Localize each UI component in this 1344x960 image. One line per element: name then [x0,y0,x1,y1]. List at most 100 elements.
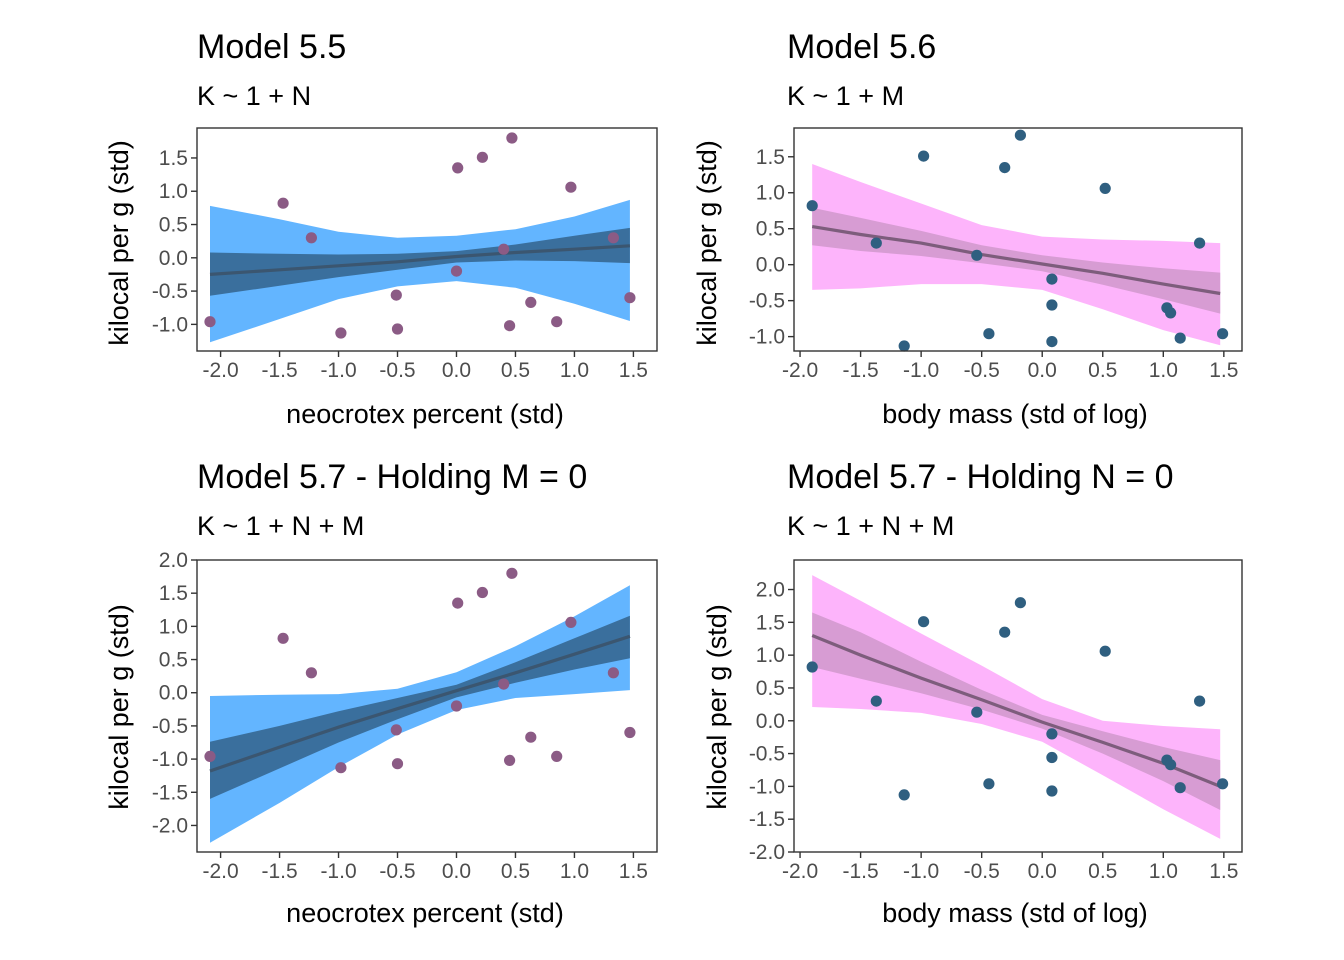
x-tick-label: 1.0 [560,860,589,883]
y-tick-label: 1.5 [159,582,188,605]
x-tick-label: 0.0 [1028,359,1057,382]
x-tick-label: 1.0 [1149,359,1178,382]
panel-3-subtitle: K ~ 1 + N + M [197,511,364,541]
x-tick-label: -0.5 [964,860,1000,883]
panel-3-plot-area: -2.0 -1.5 -1.0 -0.5 0.0 0.5 1.0 1.5 -2.0 -1.5 -1.0… [152,549,658,883]
x-tick-label: 0.0 [1028,860,1057,883]
data-point [390,724,402,736]
data-point [305,667,317,679]
panel-2-subtitle: K ~ 1 + M [787,81,904,111]
data-point [1194,237,1206,249]
data-point [1046,785,1058,797]
data-point [498,678,510,690]
x-tick-label: -0.5 [379,860,415,883]
y-tick-label: 0.5 [159,214,188,237]
data-point [1046,336,1058,348]
x-tick-label: 1.5 [1209,359,1238,382]
y-tick-label: 0.5 [756,218,785,241]
data-point [504,754,516,767]
data-point [1046,728,1058,740]
x-tick-label: 1.0 [1149,860,1178,883]
data-point [525,296,537,308]
data-point [525,731,537,743]
panel-3: Model 5.7 - Holding M = 0 K ~ 1 + N + M … [104,458,658,928]
x-tick-label: 1.0 [560,359,589,382]
y-tick-label: -1.0 [152,748,188,771]
y-tick-label: 1.0 [159,180,188,203]
data-point [452,162,464,174]
x-tick-label: -1.0 [320,359,356,382]
data-point [918,616,930,628]
panel-3-x-axis-label: neocrotex percent (std) [286,898,564,928]
data-point [870,695,882,707]
data-point [1099,182,1111,194]
data-point [504,320,516,332]
panel-4-subtitle: K ~ 1 + N + M [787,511,954,541]
x-tick-label: 0.5 [1088,359,1117,382]
data-point [1165,307,1177,319]
mean-fit-line [811,634,1221,788]
mean-fit-line [209,244,630,276]
data-point [898,340,910,352]
panel-1: Model 5.5 K ~ 1 + N -2.0 -1.5 -1.0 -0.5 0.0 0… [104,28,658,429]
panel-2-title: Model 5.6 [787,28,936,66]
data-point [1217,778,1229,790]
data-point [1046,751,1058,764]
data-point [565,616,577,629]
data-point [624,292,636,304]
data-point [806,661,818,673]
y-tick-label: 1.0 [756,182,785,205]
panel-2-x-axis-label: body mass (std of log) [882,399,1148,429]
data-point [971,706,983,718]
y-tick-label: 0.0 [159,247,188,270]
y-tick-label: -0.5 [152,280,188,303]
panel-border [196,127,658,352]
x-tick-label: -1.5 [843,359,879,382]
data-point [898,789,910,801]
data-point [1014,597,1026,609]
data-point [1099,645,1111,657]
data-point [971,249,983,261]
data-point [277,632,289,644]
x-tick-label: 1.5 [619,860,648,883]
data-point [1174,332,1186,344]
data-point [450,700,463,712]
data-point [983,778,995,790]
y-tick-label: 1.0 [756,644,785,667]
x-tick-label: -0.5 [379,359,415,382]
x-tick-label: 0.5 [1088,860,1117,883]
data-point [1014,129,1026,141]
data-point [607,667,620,679]
data-point [498,243,510,255]
y-tick-label: 1.5 [756,611,785,634]
y-tick-label: 0.5 [159,649,188,672]
panel-4-y-axis-label: kilocal per g (std) [702,604,732,810]
x-tick-label: 0.5 [501,860,530,883]
panel-1-subtitle: K ~ 1 + N [197,81,311,111]
panel-4-title: Model 5.7 - Holding N = 0 [787,458,1173,496]
panel-border [196,559,658,853]
data-point [335,762,347,774]
data-point [999,162,1011,174]
x-tick-label: 1.5 [619,359,648,382]
data-point [1217,328,1229,340]
data-point [999,626,1011,638]
x-tick-label: -1.5 [261,359,297,382]
panel-3-y-axis-label: kilocal per g (std) [104,604,134,810]
panel-2-y-axis-label: kilocal per g (std) [692,140,722,346]
y-tick-label: 1.5 [159,147,188,170]
panel-1-title: Model 5.5 [197,28,346,66]
data-point [204,750,216,763]
x-tick-label: -1.5 [261,860,297,883]
panel-1-x-axis-label: neocrotex percent (std) [286,399,564,429]
y-tick-label: -0.5 [749,290,785,313]
x-tick-label: -2.0 [782,359,818,382]
data-point [1194,695,1206,707]
data-point [1174,782,1186,794]
x-tick-label: -1.5 [843,860,879,883]
y-tick-label: -0.5 [749,743,785,766]
x-tick-label: 0.0 [442,860,471,883]
x-tick-label: -2.0 [782,860,818,883]
y-tick-label: 1.5 [756,146,785,169]
